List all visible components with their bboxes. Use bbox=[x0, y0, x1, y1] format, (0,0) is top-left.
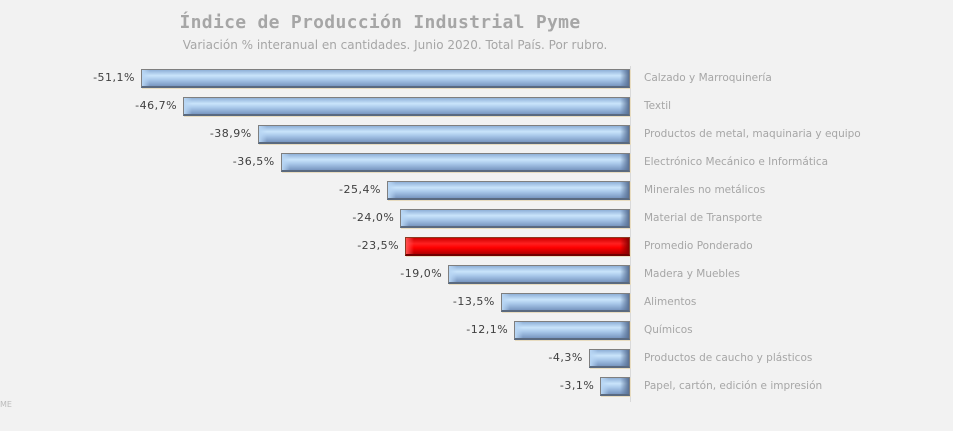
bar-row: -3,1% Papel, cartón, edición e impresión bbox=[0, 377, 953, 405]
bar bbox=[588, 349, 630, 368]
value-label: -12,1% bbox=[466, 323, 509, 336]
bar bbox=[514, 321, 630, 340]
chart-subtitle: Variación % interanual en cantidades. Ju… bbox=[182, 38, 608, 52]
bar bbox=[183, 97, 630, 116]
value-label: -3,1% bbox=[559, 379, 595, 392]
bar bbox=[386, 181, 630, 200]
bar-row: -19,0% Madera y Muebles bbox=[0, 265, 953, 293]
category-label: Minerales no metálicos bbox=[644, 184, 766, 196]
value-label: -13,5% bbox=[452, 295, 495, 308]
value-label: -38,9% bbox=[209, 127, 252, 140]
chart-title: Índice de Producción Industrial Pyme bbox=[179, 12, 581, 33]
value-label: -4,3% bbox=[548, 351, 583, 364]
bar-highlight bbox=[405, 237, 630, 256]
category-label: Papel, cartón, edición e impresión bbox=[644, 380, 823, 392]
bar-row: -51,1% Calzado y Marroquinería bbox=[0, 69, 953, 97]
category-label: Químicos bbox=[644, 324, 693, 336]
value-label: -36,5% bbox=[232, 155, 275, 168]
category-label: Electrónico Mecánico e Informática bbox=[644, 156, 829, 168]
bar-row-highlight: -23,5% Promedio Ponderado bbox=[0, 237, 953, 265]
bar-row: -13,5% Alimentos bbox=[0, 293, 953, 321]
category-label: Textil bbox=[644, 100, 672, 112]
value-label: -46,7% bbox=[135, 99, 178, 112]
category-label: Promedio Ponderado bbox=[644, 240, 753, 252]
bar-row: -24,0% Material de Transporte bbox=[0, 209, 953, 237]
bar-row: -46,7% Textil bbox=[0, 97, 953, 125]
category-label: Material de Transporte bbox=[644, 212, 763, 224]
bar bbox=[400, 209, 630, 228]
category-label: Productos de metal, maquinaria y equipo bbox=[644, 128, 861, 140]
bar bbox=[141, 69, 630, 88]
category-label: Calzado y Marroquinería bbox=[644, 72, 772, 84]
bar-row: -12,1% Químicos bbox=[0, 321, 953, 349]
bar-row: -25,4% Minerales no metálicos bbox=[0, 181, 953, 209]
value-label: -19,0% bbox=[400, 267, 443, 280]
category-label: Madera y Muebles bbox=[644, 268, 740, 280]
bar-row: -4,3% Productos de caucho y plásticos bbox=[0, 349, 953, 377]
value-label: -51,1% bbox=[93, 71, 135, 84]
bar bbox=[280, 153, 630, 172]
bar bbox=[448, 265, 630, 284]
bar-row: -38,9% Productos de metal, maquinaria y … bbox=[0, 125, 953, 153]
value-label: -25,4% bbox=[339, 183, 381, 196]
bar-row: -36,5% Electrónico Mecánico e Informátic… bbox=[0, 153, 953, 181]
value-label: -23,5% bbox=[357, 239, 400, 252]
zero-axis bbox=[630, 66, 631, 402]
corner-mark: ME bbox=[0, 400, 12, 409]
bar bbox=[600, 377, 630, 396]
category-label: Alimentos bbox=[644, 296, 697, 308]
category-label: Productos de caucho y plásticos bbox=[644, 352, 813, 364]
bar bbox=[500, 293, 630, 312]
value-label: -24,0% bbox=[352, 211, 395, 224]
bar bbox=[257, 125, 630, 144]
